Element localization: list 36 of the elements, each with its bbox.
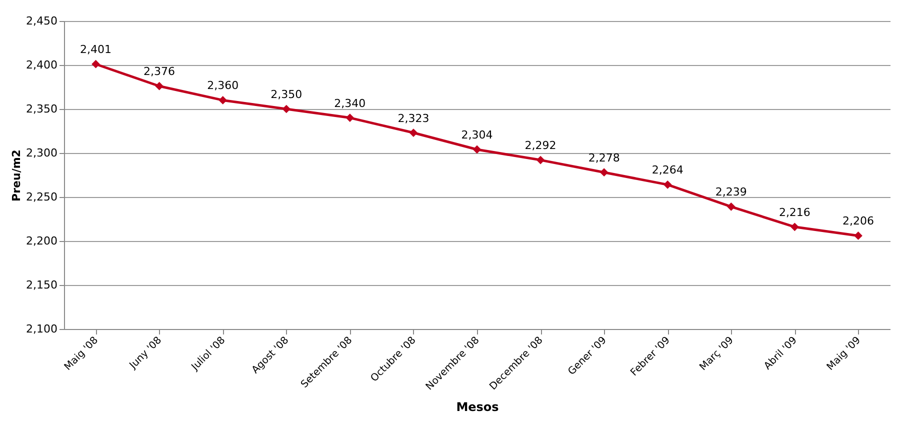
data-label: 2,206 xyxy=(842,214,874,228)
point xyxy=(663,180,672,189)
y-tick-label: 2,450 xyxy=(26,14,58,28)
point xyxy=(218,96,228,104)
point xyxy=(346,114,354,122)
data-label: 2,292 xyxy=(524,139,556,152)
point xyxy=(790,222,799,232)
point xyxy=(854,232,862,240)
data-label: 2,401 xyxy=(80,43,112,56)
point xyxy=(282,104,291,114)
point xyxy=(409,128,418,137)
data-label: 2,216 xyxy=(778,206,810,219)
point xyxy=(536,156,545,164)
data-label: 2,239 xyxy=(715,186,747,199)
y-tick-label: 2,150 xyxy=(26,278,58,292)
data-label: 2,264 xyxy=(652,164,684,177)
data-label: 2,278 xyxy=(588,151,620,164)
data-label: 2,376 xyxy=(144,65,176,78)
y-axis-title: Preu/m2 xyxy=(10,150,24,202)
y-tick-label: 2,350 xyxy=(26,102,58,116)
data-label: 2,340 xyxy=(334,96,366,110)
point xyxy=(726,202,736,211)
x-axis-title: Mesos xyxy=(456,400,499,414)
point xyxy=(472,145,482,154)
data-label: 2,323 xyxy=(398,112,430,125)
y-tick-label: 2,100 xyxy=(26,322,58,336)
point xyxy=(155,82,164,90)
data-label: 2,304 xyxy=(461,128,493,142)
y-tick-label: 2,300 xyxy=(26,146,58,160)
y-tick-label: 2,400 xyxy=(26,58,58,72)
y-tick-label: 2,200 xyxy=(26,234,58,248)
point xyxy=(92,60,100,68)
data-label: 2,350 xyxy=(270,88,302,101)
y-tick-label: 2,250 xyxy=(26,190,58,204)
point xyxy=(600,168,608,177)
data-label: 2,360 xyxy=(207,79,239,92)
